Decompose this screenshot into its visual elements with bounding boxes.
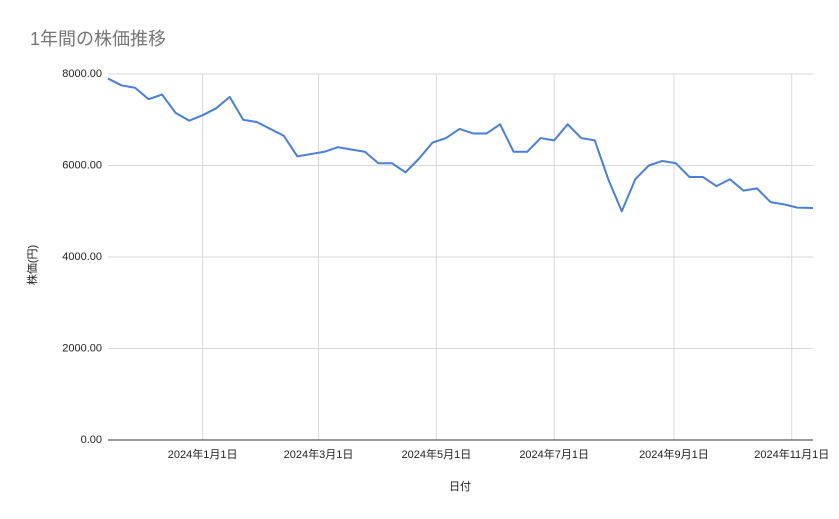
x-tick-label: 2024年9月1日 xyxy=(639,447,709,461)
y-tick-label: 8000.00 xyxy=(62,68,102,80)
x-tick-label: 2024年7月1日 xyxy=(519,447,589,461)
line-series xyxy=(107,77,814,213)
y-tick-label: 6000.00 xyxy=(62,159,102,171)
y-axis-label: 株価(円) xyxy=(25,245,39,285)
y-tick-label: 2000.00 xyxy=(62,342,102,354)
chart-title: 1年間の株価推移 xyxy=(30,29,166,49)
x-tick-label: 2024年3月1日 xyxy=(284,447,354,461)
x-tick-label: 2024年11月1日 xyxy=(754,447,829,461)
x-axis-label: 日付 xyxy=(449,480,471,493)
y-tick-label: 4000.00 xyxy=(62,251,102,263)
x-tick-label: 2024年1月1日 xyxy=(168,447,238,461)
x-tick-label: 2024年5月1日 xyxy=(401,447,471,461)
y-tick-label: 0.00 xyxy=(81,434,102,446)
